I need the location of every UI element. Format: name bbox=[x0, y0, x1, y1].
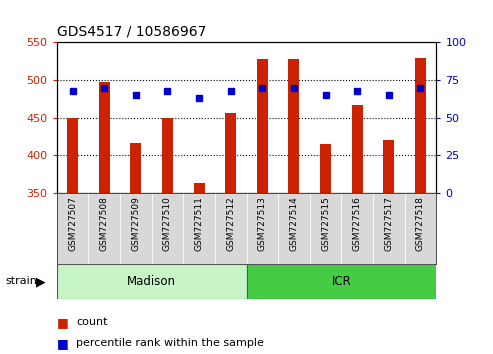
Text: GSM727514: GSM727514 bbox=[289, 196, 298, 251]
Text: GSM727516: GSM727516 bbox=[352, 196, 362, 251]
Bar bbox=[384, 140, 394, 193]
Bar bbox=[415, 57, 426, 193]
Text: GSM727518: GSM727518 bbox=[416, 196, 425, 251]
Bar bbox=[130, 143, 141, 193]
FancyBboxPatch shape bbox=[310, 193, 341, 264]
Text: ■: ■ bbox=[57, 316, 69, 329]
Text: GSM727508: GSM727508 bbox=[100, 196, 108, 251]
FancyBboxPatch shape bbox=[373, 193, 405, 264]
Text: GSM727517: GSM727517 bbox=[385, 196, 393, 251]
FancyBboxPatch shape bbox=[120, 193, 152, 264]
Text: percentile rank within the sample: percentile rank within the sample bbox=[76, 338, 264, 348]
Bar bbox=[194, 183, 205, 193]
Text: GSM727511: GSM727511 bbox=[195, 196, 204, 251]
Text: GSM727507: GSM727507 bbox=[68, 196, 77, 251]
Bar bbox=[288, 59, 299, 193]
Text: ICR: ICR bbox=[331, 275, 352, 288]
Text: GSM727515: GSM727515 bbox=[321, 196, 330, 251]
Text: strain: strain bbox=[5, 276, 37, 286]
FancyBboxPatch shape bbox=[215, 193, 246, 264]
FancyBboxPatch shape bbox=[405, 193, 436, 264]
FancyBboxPatch shape bbox=[278, 193, 310, 264]
Text: GSM727512: GSM727512 bbox=[226, 196, 235, 251]
FancyBboxPatch shape bbox=[341, 193, 373, 264]
Text: GSM727510: GSM727510 bbox=[163, 196, 172, 251]
Bar bbox=[67, 118, 78, 193]
Text: GDS4517 / 10586967: GDS4517 / 10586967 bbox=[57, 25, 206, 39]
FancyBboxPatch shape bbox=[246, 193, 278, 264]
Text: GSM727513: GSM727513 bbox=[258, 196, 267, 251]
Text: ▶: ▶ bbox=[35, 275, 45, 288]
FancyBboxPatch shape bbox=[152, 193, 183, 264]
FancyBboxPatch shape bbox=[57, 193, 88, 264]
Bar bbox=[99, 81, 109, 193]
FancyBboxPatch shape bbox=[183, 193, 215, 264]
FancyBboxPatch shape bbox=[57, 264, 246, 299]
Bar bbox=[352, 105, 363, 193]
Bar bbox=[225, 113, 236, 193]
Bar bbox=[320, 144, 331, 193]
Bar bbox=[257, 59, 268, 193]
Text: count: count bbox=[76, 317, 108, 327]
Text: ■: ■ bbox=[57, 337, 69, 350]
Text: Madison: Madison bbox=[127, 275, 176, 288]
Text: GSM727509: GSM727509 bbox=[131, 196, 141, 251]
FancyBboxPatch shape bbox=[246, 264, 436, 299]
Bar bbox=[162, 118, 173, 193]
FancyBboxPatch shape bbox=[88, 193, 120, 264]
